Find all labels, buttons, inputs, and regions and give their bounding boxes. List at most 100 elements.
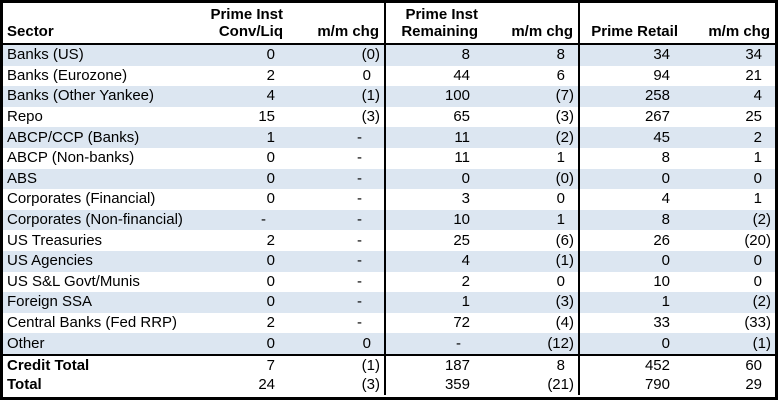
table-row: Central Banks (Fed RRP) 2 - 72 (4) 33 (33): [3, 312, 775, 334]
column-divider: [384, 189, 386, 210]
header-prime-retail-label: Prime Retail: [591, 23, 678, 40]
value-cell: 1: [556, 211, 565, 229]
value-cell: 0: [661, 252, 670, 270]
value-cell: 34: [745, 46, 762, 64]
column-divider: [384, 168, 386, 190]
value-cell: 10: [453, 211, 470, 229]
header-mm-chg-3-label: m/m chg: [708, 23, 770, 40]
table-row: Corporates (Non-financial) - - 10 1 8 (2): [3, 209, 775, 231]
column-divider: [578, 189, 580, 210]
value-cell: 2: [753, 128, 762, 146]
value-cell: 8: [661, 149, 670, 167]
value-cell: 26: [653, 231, 670, 249]
column-divider: [578, 375, 580, 396]
column-divider: [578, 250, 580, 272]
column-divider: [384, 271, 386, 293]
value-cell: (33): [744, 314, 771, 332]
value-cell: 0: [753, 169, 762, 187]
table-row: ABCP/CCP (Banks) 1 - 11 (2) 45 2: [3, 127, 775, 148]
value-cell: 25: [745, 108, 762, 126]
value-cell: 11: [454, 128, 470, 146]
value-cell: (1): [752, 334, 771, 352]
table-row: Banks (Other Yankee) 4 (1) 100 (7) 258 4: [3, 86, 775, 107]
value-cell: 60: [745, 356, 762, 374]
value-cell: (3): [555, 108, 574, 126]
value-cell: (2): [752, 293, 771, 311]
value-cell: 3: [461, 190, 470, 208]
value-cell: 7: [266, 356, 275, 374]
sector-cell: Total: [7, 376, 42, 394]
value-cell: 34: [653, 46, 670, 64]
column-divider: [384, 292, 386, 313]
column-divider: [384, 147, 386, 169]
value-cell: -: [357, 190, 362, 208]
column-divider: [578, 106, 580, 128]
header-mm-chg-3: m/m chg: [683, 3, 775, 43]
value-cell: 65: [453, 108, 470, 126]
table-totals: Credit Total 7 (1) 187 8 452 60 Total 24 (3) 359 (2…: [3, 353, 775, 396]
value-cell: 0: [556, 190, 565, 208]
value-cell: 1: [266, 128, 275, 146]
column-divider: [578, 3, 580, 43]
sector-cell: Corporates (Financial): [7, 190, 156, 208]
column-divider: [384, 65, 386, 87]
column-divider: [578, 65, 580, 87]
value-cell: 0: [266, 272, 275, 290]
sector-cell: Banks (Eurozone): [7, 66, 128, 84]
value-cell: 187: [444, 356, 470, 374]
sector-cell: ABCP (Non-banks): [7, 149, 135, 167]
sector-cell: Central Banks (Fed RRP): [7, 314, 178, 332]
value-cell: 8: [661, 211, 670, 229]
table-row: Total 24 (3) 359 (21) 790 29: [3, 375, 775, 396]
column-divider: [384, 127, 386, 148]
value-cell: 100: [444, 87, 470, 105]
column-divider: [578, 312, 580, 334]
sector-cell: Foreign SSA: [7, 293, 93, 311]
column-divider: [578, 355, 580, 376]
header-remaining-line2: Remaining: [401, 23, 478, 40]
column-divider: [578, 86, 580, 107]
value-cell: 1: [753, 190, 762, 208]
value-cell: (2): [752, 211, 771, 229]
value-cell: 8: [556, 46, 565, 64]
header-mm-chg-2: m/m chg: [483, 3, 578, 43]
value-cell: -: [357, 314, 362, 332]
column-divider: [384, 86, 386, 107]
value-cell: 44: [453, 66, 470, 84]
value-cell: 1: [661, 293, 670, 311]
sector-cell: Banks (Other Yankee): [7, 87, 155, 105]
header-prime-inst-line1: Prime Inst: [405, 6, 478, 23]
value-cell: 2: [266, 314, 275, 332]
value-cell: 0: [266, 334, 275, 352]
column-divider: [578, 333, 580, 354]
value-cell: 4: [661, 190, 670, 208]
header-prime-inst-remaining: Prime Inst Remaining: [386, 3, 483, 43]
value-cell: 4: [266, 87, 275, 105]
value-cell: 0: [753, 272, 762, 290]
value-cell: -: [261, 211, 266, 229]
sector-cell: US Treasuries: [7, 231, 103, 249]
value-cell: 45: [653, 128, 670, 146]
column-divider: [578, 209, 580, 231]
value-cell: (0): [361, 46, 380, 64]
column-divider: [578, 127, 580, 148]
column-divider: [578, 147, 580, 169]
sector-cell: Corporates (Non-financial): [7, 211, 183, 229]
value-cell: 790: [644, 376, 670, 394]
column-divider: [384, 375, 386, 396]
column-divider: [578, 230, 580, 251]
sector-cell: ABS: [7, 169, 38, 187]
value-cell: (1): [361, 87, 380, 105]
value-cell: 0: [266, 169, 275, 187]
column-divider: [578, 271, 580, 293]
value-cell: -: [357, 169, 362, 187]
table-row: ABCP (Non-banks) 0-11 1 8 1: [3, 147, 775, 169]
header-mm-chg-1: m/m chg: [288, 3, 384, 43]
table-row: Other 0 0 - (12) 0 (1): [3, 333, 775, 354]
column-divider: [384, 312, 386, 334]
value-cell: 2: [461, 272, 470, 290]
value-cell: 0: [556, 272, 565, 290]
value-cell: 8: [556, 356, 565, 374]
value-cell: 33: [653, 314, 670, 332]
